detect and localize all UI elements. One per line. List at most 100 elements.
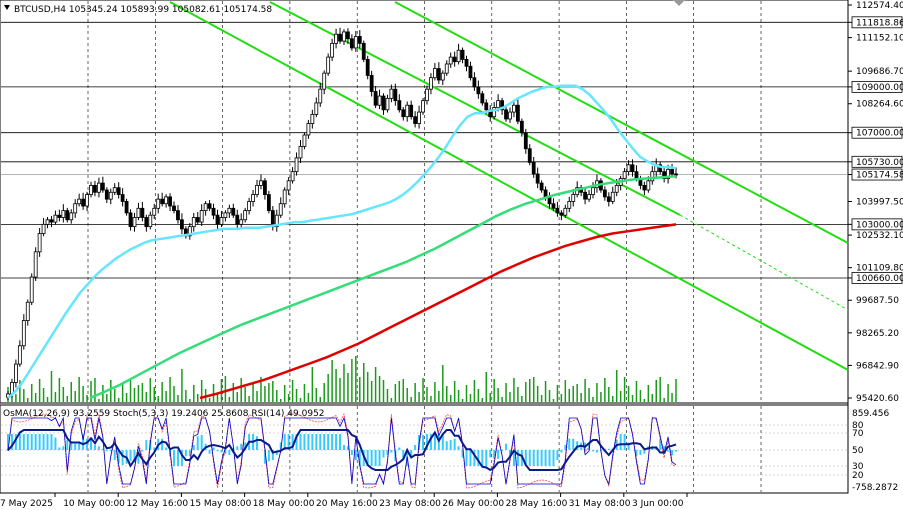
price-tick-label: 100660.00 xyxy=(856,274,903,284)
volume-histogram xyxy=(7,356,677,402)
price-tick-label: 107000.00 xyxy=(856,129,903,139)
price-tick-label: 101109.80 xyxy=(856,264,903,274)
candle-body xyxy=(448,56,453,65)
candle-body xyxy=(156,198,161,209)
candle-body xyxy=(614,185,619,193)
stoch-signal-line xyxy=(7,412,677,489)
channel-line xyxy=(169,1,849,371)
candle-body xyxy=(389,88,394,99)
candle-body xyxy=(515,104,520,122)
candle-body xyxy=(634,171,639,179)
candle-body xyxy=(468,65,473,79)
price-tick-label: 98265.20 xyxy=(856,329,899,339)
price-tick-label: 103997.50 xyxy=(856,198,903,208)
candle-body xyxy=(401,109,406,118)
candle-body xyxy=(413,116,418,124)
moving-averages xyxy=(7,84,677,400)
candle-body xyxy=(29,276,34,303)
candle-body xyxy=(152,207,157,216)
indicator-header: OsMA(12,26,9) 93.2559 Stoch(5,3,3) 19.24… xyxy=(3,409,325,419)
time-tick-label: 12 May 16:00 xyxy=(126,499,188,509)
main-chart-frame xyxy=(0,0,849,404)
candle-body xyxy=(393,88,398,102)
candle-body xyxy=(500,100,504,111)
candle-body xyxy=(17,345,22,365)
candle-body xyxy=(567,201,572,209)
candle-body xyxy=(207,203,212,209)
chart-symbol-header: BTCUSD,H4 105345.24 105893.99 105082.61 … xyxy=(14,5,272,15)
candle-body xyxy=(571,194,576,202)
candle-body xyxy=(496,100,501,108)
candle-body xyxy=(195,217,200,223)
price-tick-label: 112574.40 xyxy=(856,1,903,11)
candle-body xyxy=(164,196,169,205)
moving-average-line xyxy=(89,174,677,400)
candle-body xyxy=(476,86,481,95)
candle-body xyxy=(444,63,449,74)
price-tick-label: 108264.60 xyxy=(856,100,903,110)
candle-body xyxy=(346,31,350,40)
collapse-triangle-icon xyxy=(4,5,10,10)
candle-body xyxy=(294,157,299,173)
time-tick-label: 3 Jun 00:00 xyxy=(632,499,684,509)
candle-body xyxy=(385,97,390,111)
candle-body xyxy=(326,56,331,74)
indicator-axis-label: -758.2872 xyxy=(852,483,898,493)
candle-body xyxy=(120,194,125,202)
price-tick-label: 111152.10 xyxy=(856,34,903,44)
candle-body xyxy=(421,100,425,113)
candle-body xyxy=(278,203,283,216)
candle-body xyxy=(425,88,429,102)
price-level-tag xyxy=(851,155,903,168)
candle-body xyxy=(519,120,524,134)
candle-body xyxy=(124,201,129,214)
candle-body xyxy=(662,171,667,179)
candle-body xyxy=(405,104,410,118)
candle-body xyxy=(255,185,259,195)
candle-body xyxy=(128,212,133,228)
candle-body xyxy=(49,219,54,223)
candle-body xyxy=(81,198,86,207)
candle-body xyxy=(302,134,307,147)
candle-body xyxy=(373,91,378,106)
candle-body xyxy=(298,146,303,159)
candle-body xyxy=(286,180,291,191)
candle-body xyxy=(148,214,153,228)
candle-body xyxy=(100,182,105,191)
candle-body xyxy=(456,49,461,63)
candle-body xyxy=(310,113,315,124)
candle-body xyxy=(274,214,279,228)
candle-body xyxy=(180,219,184,230)
candle-body xyxy=(104,189,109,200)
candle-body xyxy=(223,212,228,218)
candle-body xyxy=(21,320,26,347)
horizontal-levels xyxy=(1,21,848,279)
candle-body xyxy=(61,210,66,218)
candle-body xyxy=(33,251,38,278)
candle-body xyxy=(409,104,414,118)
candle-body xyxy=(53,214,58,223)
candle-body xyxy=(144,217,149,228)
candle-body xyxy=(251,194,255,202)
candle-body xyxy=(559,212,564,216)
price-tick-label: 105174.58 xyxy=(856,171,903,181)
price-tick-label: 109000.00 xyxy=(856,83,903,93)
candle-body xyxy=(361,42,366,60)
rsi-line xyxy=(7,429,677,472)
price-level-tag xyxy=(851,80,903,93)
candle-body xyxy=(243,210,248,221)
candle-body xyxy=(563,207,568,216)
time-tick-label: 28 May 16:00 xyxy=(506,499,568,509)
time-tick-label: 26 May 00:00 xyxy=(442,499,504,509)
scroll-marker-icon xyxy=(673,0,685,6)
time-tick-label: 31 May 08:00 xyxy=(569,499,631,509)
candle-body xyxy=(484,102,489,111)
price-axis: 112574.40 111818.86 111152.10 109686.70 1090… xyxy=(848,1,903,404)
candle-body xyxy=(365,58,370,76)
candle-body xyxy=(622,171,627,179)
candle-body xyxy=(259,180,263,186)
candle-body xyxy=(464,58,469,67)
candle-body xyxy=(523,132,528,150)
candle-body xyxy=(187,226,192,237)
